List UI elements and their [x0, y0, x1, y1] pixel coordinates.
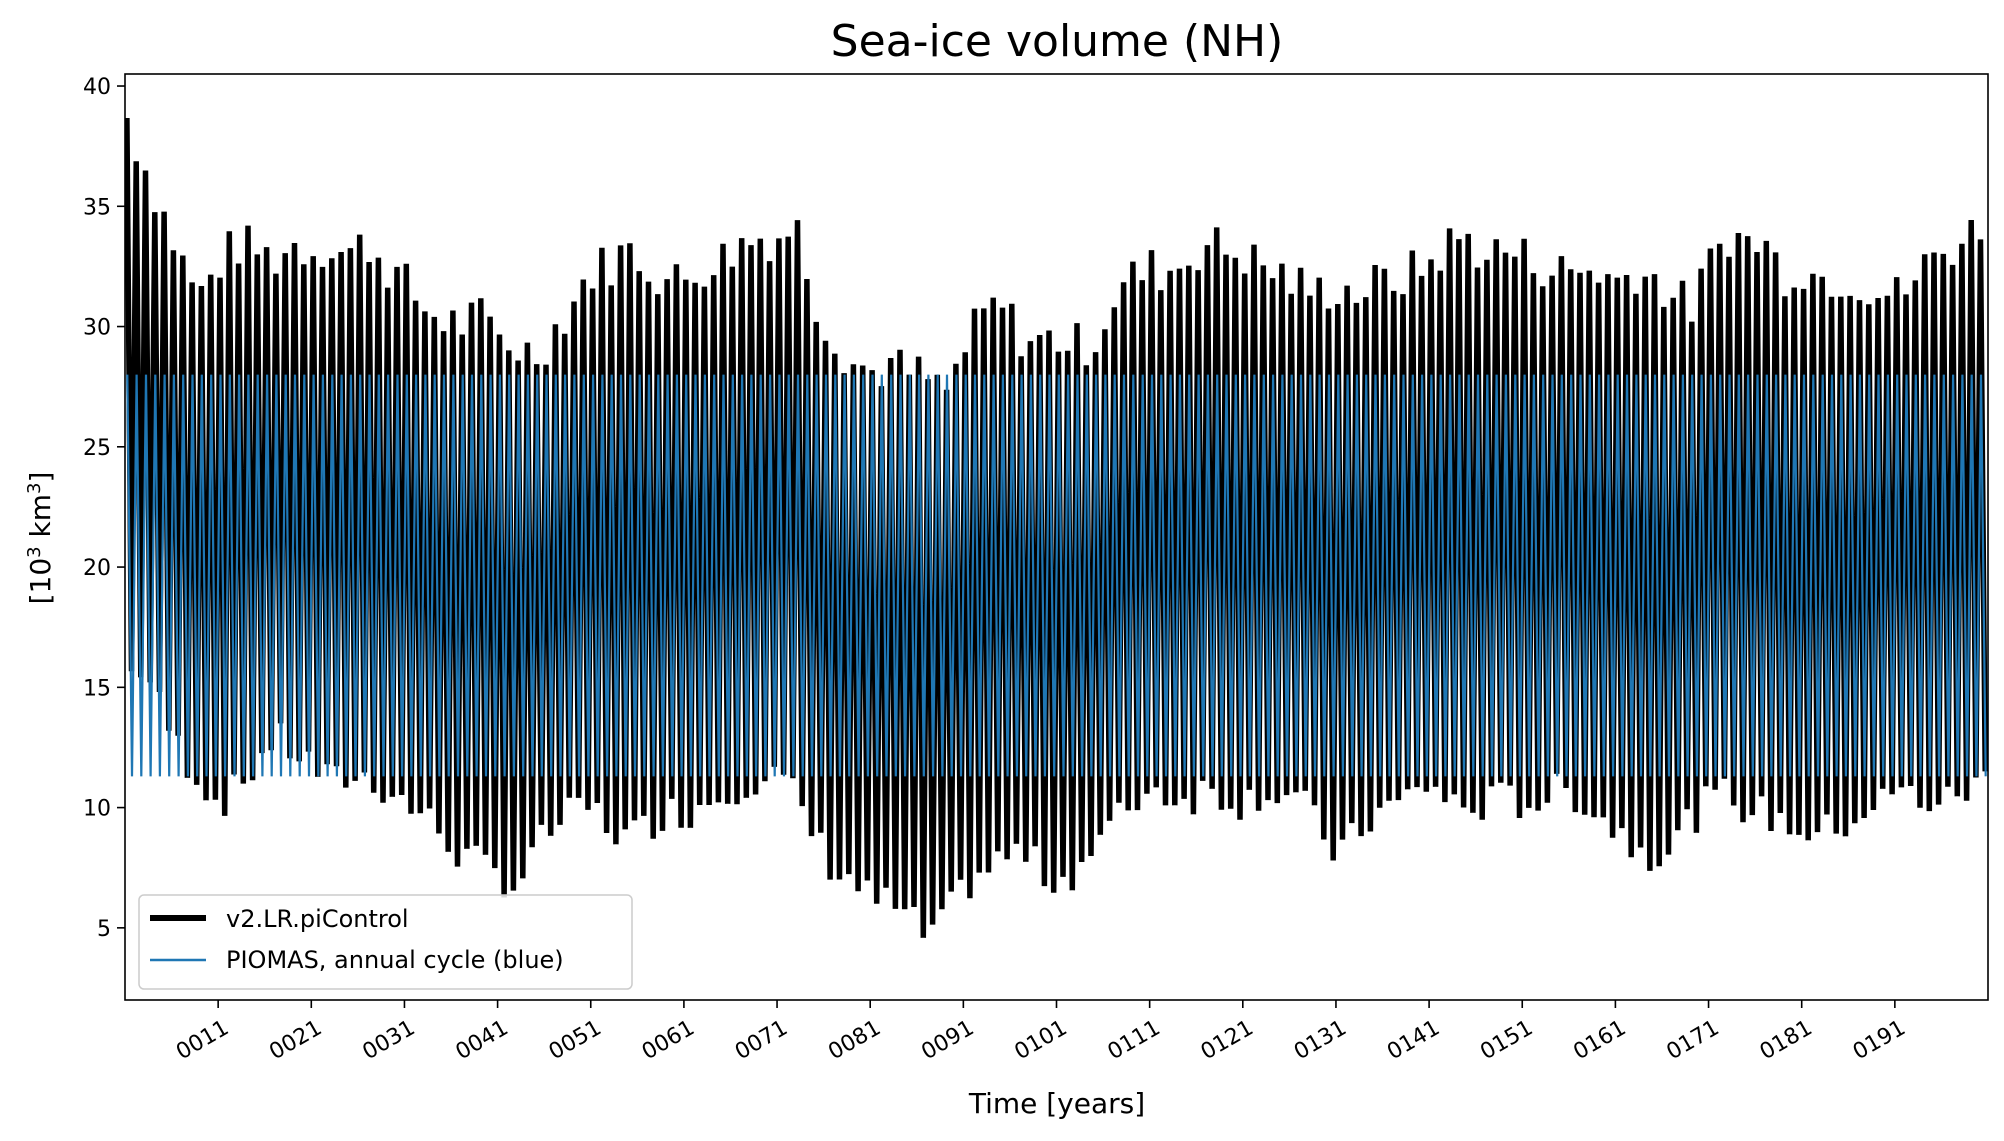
legend: v2.LR.piControl PIOMAS, annual cycle (bl… [138, 894, 633, 990]
y-axis-label-prefix: [10 [24, 558, 57, 605]
x-tick-label: 0151 [1476, 1016, 1537, 1066]
x-tick-label: 0091 [917, 1016, 978, 1066]
y-axis-label-exponent-1: 3 [24, 546, 45, 557]
x-tick-label: 0121 [1197, 1016, 1258, 1066]
y-tick-label: 35 [83, 195, 111, 220]
y-tick-label: 40 [83, 75, 111, 100]
y-tick-label: 10 [83, 797, 111, 822]
x-tick-label: 0011 [172, 1016, 233, 1066]
y-tick-label: 20 [83, 556, 111, 581]
x-axis: 0011 0021 0031 0041 0051 0061 0071 0081 0091 0101… [172, 1000, 1910, 1065]
y-tick-label: 5 [97, 917, 111, 942]
y-axis-label-unit: km [24, 494, 57, 546]
chart-title: Sea-ice volume (NH) [831, 16, 1284, 67]
x-axis-label: Time [years] [968, 1087, 1145, 1120]
y-axis-label: [103 km3] [24, 472, 58, 605]
x-tick-label: 0041 [452, 1016, 513, 1066]
x-tick-label: 0031 [358, 1016, 419, 1066]
series-line-piomas [126, 374, 1987, 777]
y-tick-label: 15 [83, 676, 111, 701]
y-axis: 5 10 15 20 25 30 35 40 [83, 75, 125, 942]
y-tick-label: 30 [83, 316, 111, 341]
legend-label-piomas: PIOMAS, annual cycle (blue) [226, 946, 564, 974]
x-tick-label: 0141 [1383, 1016, 1444, 1066]
y-tick-label: 25 [83, 436, 111, 461]
x-tick-label: 0061 [638, 1016, 699, 1066]
x-tick-label: 0181 [1756, 1016, 1817, 1066]
legend-box [138, 894, 633, 990]
x-tick-label: 0071 [731, 1016, 792, 1066]
x-tick-label: 0131 [1290, 1016, 1351, 1066]
y-axis-label-suffix: ] [24, 472, 57, 483]
x-tick-label: 0161 [1569, 1016, 1630, 1066]
x-tick-label: 0021 [265, 1016, 326, 1066]
x-tick-label: 0051 [545, 1016, 606, 1066]
y-axis-label-exponent-2: 3 [24, 483, 45, 494]
x-tick-label: 0081 [824, 1016, 885, 1066]
x-tick-label: 0191 [1849, 1016, 1910, 1066]
x-tick-label: 0171 [1663, 1016, 1724, 1066]
x-tick-label: 0111 [1104, 1016, 1165, 1066]
x-tick-label: 0101 [1011, 1016, 1072, 1066]
legend-label-model: v2.LR.piControl [226, 905, 409, 933]
series-layer [125, 117, 1988, 938]
